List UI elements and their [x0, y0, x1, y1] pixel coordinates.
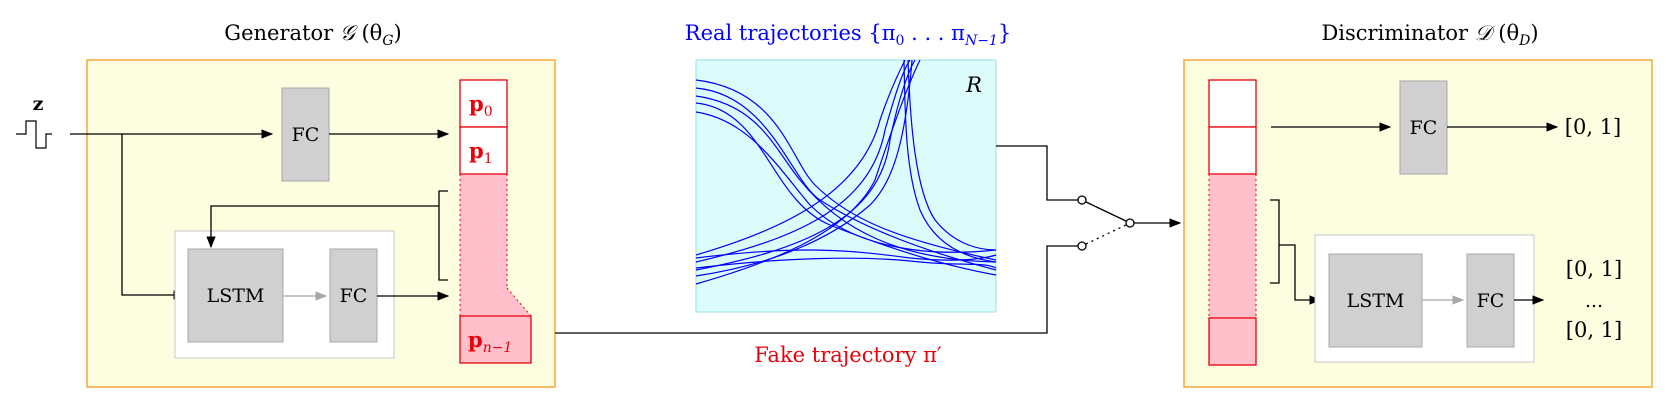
trajectory-curve	[695, 59, 913, 277]
p1-label: p1	[469, 138, 493, 167]
pn-cell	[459, 315, 532, 364]
z-to-lstm-arrow	[121, 134, 186, 300]
fake-trajectory-label: Fake trajectory π′	[754, 343, 942, 367]
d-input-cell-last	[1208, 317, 1257, 366]
real-to-switch-wire	[996, 145, 1078, 201]
real-trajectories-title: Real trajectories {π0 . . . πN−1}	[685, 21, 1011, 49]
generated-points-fill	[460, 174, 531, 316]
discriminator-input-fill	[1209, 174, 1256, 318]
real-region-box	[695, 59, 997, 313]
trajectory-curve	[695, 111, 997, 253]
generator-title: Generator 𝒢 (θG)	[224, 21, 401, 49]
discriminator-fc-block	[1399, 80, 1448, 175]
d-input-cell-1	[1208, 126, 1257, 175]
p0-cell	[459, 79, 508, 128]
p1-cell	[459, 126, 508, 175]
switch-pivot	[1125, 218, 1135, 228]
generator-lstm-block	[187, 248, 284, 343]
bracket-to-lstm-arrow	[1279, 244, 1322, 305]
trajectory-curves	[695, 59, 997, 285]
discriminator-lstm-block	[1328, 253, 1423, 348]
input-z-label: z	[33, 93, 44, 115]
trajectory-curve	[695, 249, 997, 261]
selector-switch	[555, 145, 1182, 334]
switch-open-path	[1085, 224, 1127, 245]
trajectory-curve	[695, 87, 997, 271]
fake-to-switch-wire	[555, 245, 1078, 334]
output-seq-dots: ...	[1585, 290, 1603, 312]
trajectory-curve	[907, 59, 997, 251]
discriminator-lstm-label: LSTM	[1347, 290, 1405, 312]
output-seq-first: [0, 1]	[1566, 257, 1622, 281]
real-trajectories-panel: Real trajectories {π0 . . . πN−1} R	[685, 21, 1011, 313]
generator-fc-label: FC	[292, 124, 320, 146]
trajectory-curve	[695, 257, 997, 269]
switch-lever	[1085, 201, 1127, 222]
generator-lstm-fc-block	[329, 248, 378, 343]
trajectory-curve	[695, 79, 997, 261]
trajectory-curve	[695, 59, 906, 256]
discriminator-lstm-fc-block	[1466, 253, 1515, 348]
region-r-label: R	[965, 73, 982, 97]
discriminator-fc-label: FC	[1410, 117, 1438, 139]
output-top: [0, 1]	[1565, 115, 1621, 139]
discriminator-input-bracket	[1270, 199, 1280, 284]
discriminator-panel: Discriminator 𝒟 (θD) FC [0, 1] LSTM FC […	[1183, 21, 1653, 388]
trajectory-curve	[695, 95, 997, 263]
pn-label: pn−1	[468, 327, 512, 356]
switch-terminal-fake	[1077, 241, 1087, 251]
generator-panel: Generator 𝒢 (θG) z FC LSTM FC p0 p1	[16, 21, 556, 388]
discriminator-title: Discriminator 𝒟 (θD)	[1321, 21, 1538, 49]
generator-feedback-bracket	[438, 190, 448, 281]
discriminator-lstm-fc-label: FC	[1477, 290, 1505, 312]
p0-label: p0	[469, 91, 493, 120]
d-input-cell-0	[1208, 79, 1257, 128]
p-column-slant-dotted	[506, 287, 532, 317]
generator-lstm-label: LSTM	[207, 285, 265, 307]
trajectory-curve	[695, 59, 921, 285]
noise-signal-icon	[16, 120, 52, 149]
feedback-arrow	[206, 205, 439, 249]
trajectory-curve	[695, 102, 997, 276]
generator-fc-block	[281, 87, 330, 182]
switch-terminal-real	[1077, 195, 1087, 205]
output-seq-last: [0, 1]	[1566, 318, 1622, 342]
trajectory-curve	[695, 59, 911, 263]
generator-lstm-fc-label: FC	[340, 285, 368, 307]
trajectory-curve	[903, 59, 997, 263]
